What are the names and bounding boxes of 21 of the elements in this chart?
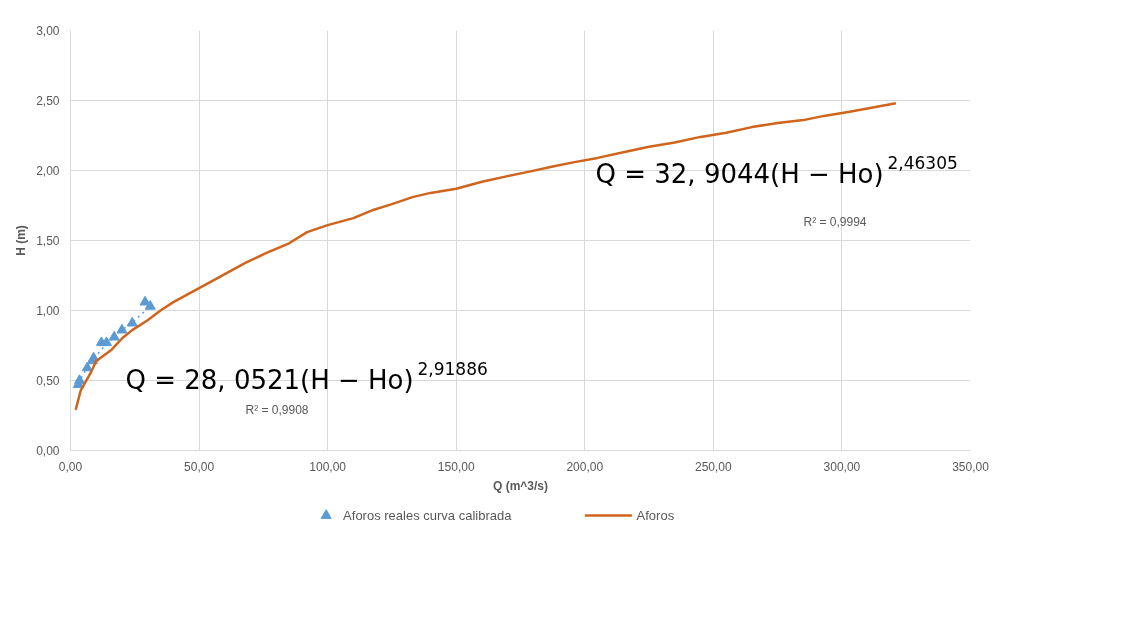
y-tick-label: 0,00 bbox=[36, 444, 60, 458]
x-tick-label: 300,00 bbox=[823, 459, 861, 474]
y-tick-label: 0,50 bbox=[36, 374, 60, 388]
y-tick-label: 1,00 bbox=[36, 304, 60, 318]
x-tick-label: 100,00 bbox=[309, 459, 347, 474]
legend-label: Aforos bbox=[636, 508, 675, 523]
legend-label: Aforos reales curva calibrada bbox=[343, 508, 513, 523]
y-tick-label: 1,50 bbox=[36, 234, 60, 248]
x-tick-label: 50,00 bbox=[184, 459, 215, 474]
x-tick-label: 250,00 bbox=[695, 459, 733, 474]
x-tick-label: 0,00 bbox=[58, 459, 83, 474]
annotation: R² = 0,9908 bbox=[245, 402, 309, 417]
y-tick-label: 3,00 bbox=[36, 24, 60, 38]
x-tick-label: 350,00 bbox=[952, 459, 990, 474]
x-axis-title: Q (m^3/s) bbox=[492, 478, 549, 493]
x-tick-label: 200,00 bbox=[566, 459, 604, 474]
x-tick-label: 150,00 bbox=[437, 459, 475, 474]
annotation: R² = 0,9994 bbox=[803, 214, 867, 229]
y-axis-title: H (m) bbox=[14, 225, 29, 256]
y-tick-label: 2,50 bbox=[36, 94, 60, 108]
y-tick-label: 2,00 bbox=[36, 164, 60, 178]
